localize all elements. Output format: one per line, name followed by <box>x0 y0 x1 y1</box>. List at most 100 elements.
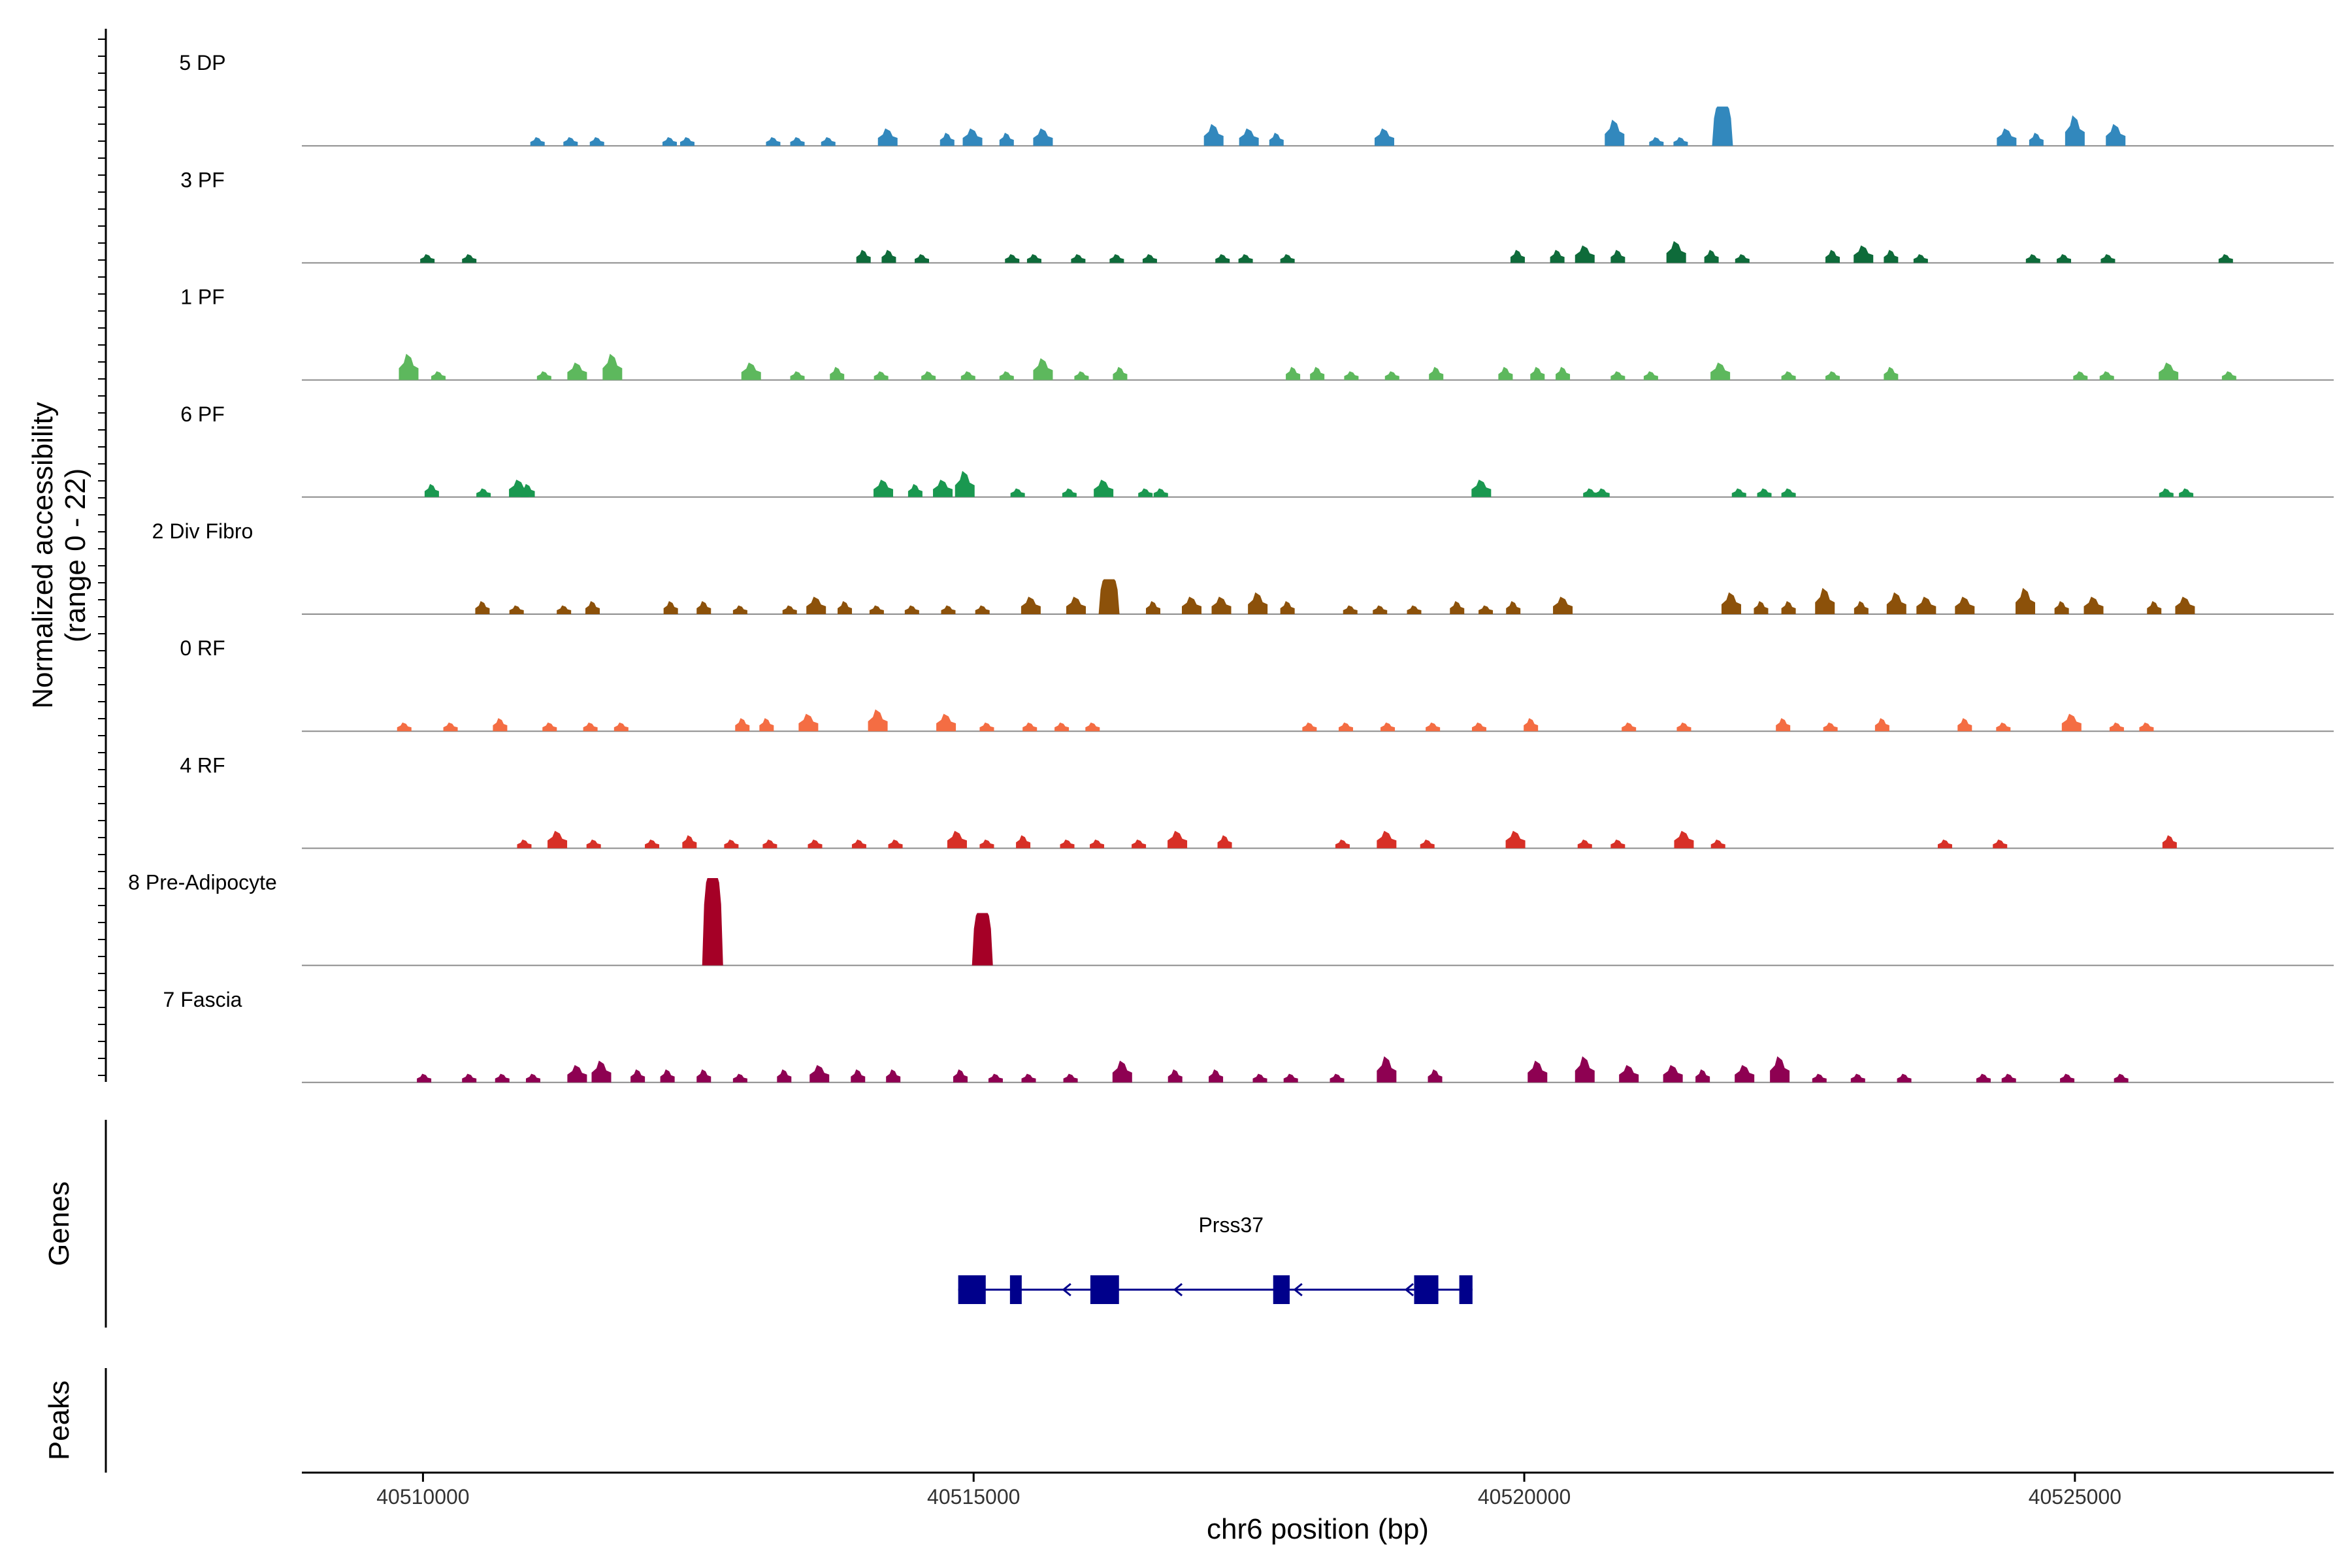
coverage-peak <box>759 718 774 732</box>
coverage-peak <box>563 137 578 146</box>
coverage-peak <box>1239 128 1259 146</box>
coverage-peak <box>808 840 823 849</box>
coverage-peak <box>782 605 797 614</box>
coverage-peak <box>1575 1056 1595 1083</box>
x-axis: 40510000 40515000 40520000 40525000 chr6 po… <box>302 1471 2334 1545</box>
coverage-peak <box>509 605 524 614</box>
coverage-peak <box>567 1065 587 1083</box>
gene-exon <box>1459 1275 1473 1304</box>
coverage-peak <box>1377 830 1397 849</box>
coverage-peak <box>1215 254 1230 263</box>
gene-exon <box>1009 1275 1022 1304</box>
coverage-peak <box>886 1069 901 1083</box>
coverage-peak <box>1377 1056 1397 1083</box>
gene-exon <box>958 1275 986 1304</box>
coverage-peak <box>798 713 819 732</box>
coverage-peak <box>536 371 551 380</box>
coverage-peak <box>1302 722 1317 732</box>
coverage-peak <box>1704 250 1719 263</box>
coverage-peak <box>1153 488 1168 497</box>
coverage-peak <box>589 137 604 146</box>
x-tick-label: 40510000 <box>376 1485 469 1509</box>
coverage-peak <box>1884 250 1899 263</box>
coverage-peak <box>520 483 535 497</box>
coverage-peak <box>1874 718 1889 732</box>
coverage-peak <box>1310 367 1325 380</box>
x-tick-label: 40520000 <box>1478 1485 1571 1509</box>
coverage-peak <box>1380 722 1396 732</box>
coverage-peak <box>1074 371 1089 380</box>
track-label: 0 RF <box>180 636 225 660</box>
coverage-peak <box>1754 600 1769 614</box>
track-8: 8 Pre-Adipocyte <box>128 871 2334 966</box>
coverage-peak <box>960 371 975 380</box>
strand-arrow <box>1293 1282 1303 1297</box>
coverage-peak <box>462 1073 477 1083</box>
coverage-peak <box>1203 123 1224 146</box>
coverage-peak <box>1407 605 1422 614</box>
coverage-peak <box>936 713 956 732</box>
coverage-peak <box>1712 106 1733 146</box>
coverage-peak <box>2139 722 2154 732</box>
y-axis-title-line1: Normalized accessibility <box>27 402 59 708</box>
coverage-peak <box>2162 835 2177 849</box>
track-label: 3 PF <box>180 168 225 191</box>
coverage-peak <box>431 371 446 380</box>
coverage-peak <box>1471 480 1492 497</box>
coverage-peak <box>1168 1069 1183 1083</box>
coverage-peak <box>1812 1073 1827 1083</box>
coverage-peak <box>1338 722 1353 732</box>
coverage-peak <box>1937 840 1952 849</box>
coverage-peak <box>1021 1073 1036 1083</box>
coverage-peak <box>1283 1073 1298 1083</box>
coverage-peak <box>1054 722 1070 732</box>
coverage-peak <box>1112 1060 1132 1083</box>
coverage-peak <box>821 137 836 146</box>
coverage-peak <box>1252 1073 1267 1083</box>
coverage-peak <box>790 137 805 146</box>
coverage-peak <box>1781 371 1796 380</box>
y-axis-title-line2: (range 0 - 22) <box>59 468 91 643</box>
coverage-peak <box>904 605 919 614</box>
coverage-peak <box>613 722 629 732</box>
coverage-peak <box>517 840 532 849</box>
coverage-peak <box>586 840 601 849</box>
coverage-peak <box>1776 718 1791 732</box>
coverage-peak <box>806 596 826 614</box>
coverage-peak <box>2025 254 2040 263</box>
x-tick-label: 40525000 <box>2029 1485 2121 1509</box>
coverage-peak <box>2099 371 2114 380</box>
coverage-peak <box>2106 123 2126 146</box>
coverage-peak <box>1021 596 1041 614</box>
coverage-peak <box>869 605 884 614</box>
x-axis-title: chr6 position (bp) <box>1207 1513 1429 1545</box>
coverage-peak <box>1577 840 1592 849</box>
coverage-peak <box>1710 362 1731 380</box>
coverage-peak <box>1735 254 1750 263</box>
coverage-peak <box>1248 592 1268 614</box>
coverage-peak <box>888 840 903 849</box>
coverage-peak <box>1530 367 1545 380</box>
coverage-peak <box>1854 600 1869 614</box>
coverage-peak <box>696 600 711 614</box>
coverage-peak <box>1605 120 1625 146</box>
coverage-peak <box>1735 1065 1755 1083</box>
coverage-peak <box>2001 1073 2016 1083</box>
coverage-peak <box>988 1073 1003 1083</box>
coverage-peak <box>2218 254 2233 263</box>
y-axis: Normalized accessibility (range 0 - 22) <box>27 29 107 1082</box>
track-label: 4 RF <box>180 753 225 777</box>
coverage-peak <box>947 830 967 849</box>
coverage-peak <box>1022 722 1037 732</box>
coverage-peak <box>790 371 805 380</box>
coverage-peak <box>1854 245 1874 263</box>
coverage-peak <box>1066 596 1086 614</box>
coverage-peak <box>530 137 545 146</box>
coverage-peak <box>856 250 871 263</box>
track-label: 6 PF <box>180 402 225 426</box>
coverage-peak <box>2061 713 2082 732</box>
track-label: 2 Div Fibro <box>152 519 253 543</box>
coverage-peak <box>1510 250 1525 263</box>
coverage-peak <box>1825 250 1840 263</box>
coverage-peak <box>1674 830 1694 849</box>
